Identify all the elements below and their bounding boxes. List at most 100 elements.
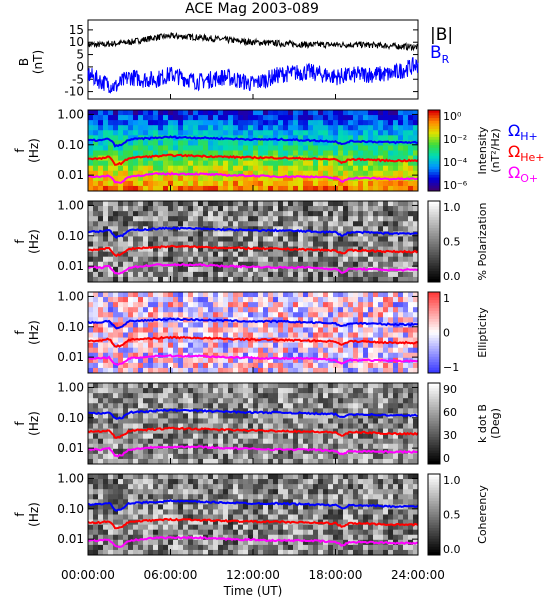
heatmap-cell: [188, 175, 194, 182]
heatmap-cell: [188, 418, 194, 424]
heatmap-cell: [393, 398, 399, 404]
heatmap-cell: [388, 342, 394, 349]
heatmap-cell: [163, 484, 169, 490]
heatmap-cell: [233, 494, 239, 500]
heatmap-cell: [168, 408, 174, 414]
heatmap-cell: [103, 201, 109, 207]
heatmap-cell: [328, 226, 334, 232]
heatmap-cell: [353, 256, 359, 263]
colorbar-step: [428, 265, 440, 269]
heatmap-cell: [248, 206, 254, 212]
heatmap-cell: [298, 231, 304, 237]
colorbar-step: [428, 391, 440, 395]
heatmap-cell: [338, 241, 344, 247]
heatmap-cell: [248, 494, 254, 500]
heatmap-cell: [98, 342, 104, 349]
heatmap-cell: [133, 388, 139, 394]
heatmap-cell: [163, 266, 169, 273]
heatmap-cell: [178, 140, 184, 146]
heatmap-cell: [93, 322, 99, 328]
heatmap-cell: [403, 206, 409, 212]
heatmap-cell: [228, 170, 234, 177]
heatmap-cell: [183, 433, 189, 440]
heatmap-cell: [268, 226, 274, 232]
heatmap-cell: [143, 403, 149, 409]
heatmap-cell: [368, 484, 374, 490]
heatmap-cell: [118, 337, 124, 344]
heatmap-cell: [163, 428, 169, 435]
heatmap-cell: [333, 499, 339, 505]
heatmap-cell: [173, 221, 179, 227]
heatmap-cell: [208, 221, 214, 227]
heatmap-cell: [293, 479, 299, 485]
heatmap-cell: [398, 342, 404, 349]
colorbar-step: [428, 273, 440, 277]
heatmap-cell: [188, 484, 194, 490]
heatmap-cell: [223, 479, 229, 485]
heatmap-cell: [373, 170, 379, 177]
heatmap-cell: [253, 317, 259, 323]
heatmap-cell: [348, 120, 354, 126]
heatmap-cell: [273, 312, 279, 318]
heatmap-cell: [248, 211, 254, 217]
heatmap-cell: [143, 504, 149, 510]
heatmap-cell: [88, 443, 94, 450]
heatmap-cell: [158, 145, 164, 151]
heatmap-cell: [318, 408, 324, 414]
heatmap-cell: [138, 342, 144, 349]
heatmap-cell: [88, 347, 94, 354]
heatmap-cell: [183, 403, 189, 409]
heatmap-cell: [218, 256, 224, 263]
heatmap-cell: [243, 317, 249, 323]
heatmap-cell: [203, 271, 209, 278]
heatmap-cell: [238, 479, 244, 485]
heatmap-cell: [158, 403, 164, 409]
heatmap-cell: [288, 413, 294, 419]
heatmap-cell: [118, 261, 124, 268]
heatmap-cell: [413, 221, 419, 227]
heatmap-cell: [128, 398, 134, 404]
heatmap-cell: [393, 251, 399, 258]
colorbar-step: [428, 423, 440, 427]
heatmap-cell: [268, 438, 274, 445]
heatmap-cell: [373, 221, 379, 227]
heatmap-cell: [123, 211, 129, 217]
heatmap-cell: [248, 180, 254, 187]
heatmap-cell: [138, 337, 144, 344]
heatmap-cell: [408, 135, 414, 141]
heatmap-cell: [278, 226, 284, 232]
heatmap-cell: [108, 292, 114, 298]
ellipticity-colorbar-label: Ellipticity: [476, 307, 489, 358]
heatmap-cell: [283, 388, 289, 394]
heatmap-cell: [323, 388, 329, 394]
heatmap-cell: [383, 226, 389, 232]
heatmap-cell: [223, 504, 229, 510]
heatmap-cell: [88, 423, 94, 429]
heatmap-cell: [258, 130, 264, 136]
heatmap-cell: [353, 180, 359, 187]
o-plus-line: [87, 263, 419, 275]
heatmap-cell: [413, 216, 419, 222]
heatmap-cell: [203, 504, 209, 510]
heatmap-cell: [238, 312, 244, 318]
heatmap-cell: [148, 474, 154, 480]
colorbar-step: [428, 260, 440, 264]
heatmap-cell: [128, 241, 134, 247]
heatmap-cell: [178, 448, 184, 455]
heatmap-cell: [413, 120, 419, 126]
heatmap-cell: [138, 327, 144, 333]
heatmap-cell: [243, 393, 249, 399]
heatmap-cell: [143, 110, 149, 116]
heatmap-cell: [368, 241, 374, 247]
heatmap-cell: [273, 160, 279, 167]
heatmap-cell: [348, 479, 354, 485]
heatmap-cell: [403, 110, 409, 116]
heatmap-cell: [193, 362, 199, 369]
heatmap-cell: [183, 484, 189, 490]
heatmap-cell: [388, 362, 394, 369]
heatmap-cell: [163, 297, 169, 303]
heatmap-cell: [108, 413, 114, 419]
heatmap-cell: [158, 489, 164, 495]
heatmap-cell: [398, 438, 404, 445]
heatmap-cell: [358, 206, 364, 212]
